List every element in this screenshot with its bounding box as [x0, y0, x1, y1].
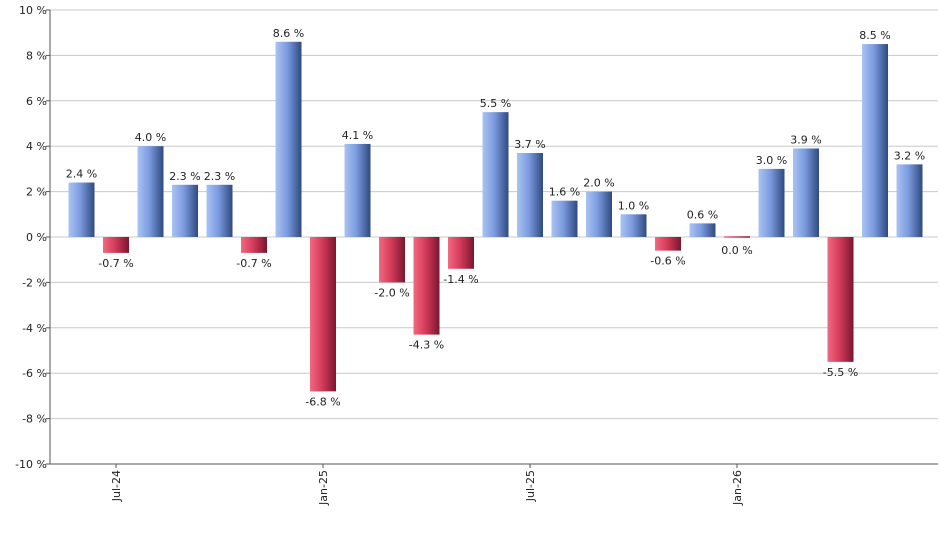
- data-label: -1.4 %: [443, 273, 478, 286]
- data-label: 3.7 %: [514, 138, 545, 151]
- data-label: 3.0 %: [756, 154, 787, 167]
- data-label: 2.4 %: [66, 168, 97, 181]
- bar-may-25: [448, 237, 474, 269]
- data-label: -5.5 %: [823, 366, 858, 379]
- bar-sep-25: [586, 191, 612, 237]
- bar-oct-25: [620, 214, 647, 237]
- data-label: 4.1 %: [342, 129, 373, 142]
- data-label: 1.0 %: [618, 199, 649, 212]
- x-tick-label: Jan-25: [317, 470, 330, 506]
- bar-nov-24: [241, 237, 267, 253]
- data-label: 1.6 %: [549, 186, 580, 199]
- data-label: -0.6 %: [650, 255, 685, 268]
- data-labels: 2.4 % -0.7 % 4.0 % 2.3 % 2.3 % -0.7 % 8.6 % -6.…: [66, 27, 925, 409]
- bar-nov-25: [655, 237, 681, 251]
- data-label: 3.9 %: [790, 133, 821, 146]
- data-label: 5.5 %: [480, 97, 511, 110]
- bar-dec-25: [689, 223, 716, 237]
- bar-may-26: [862, 44, 888, 237]
- bar-dec-24: [275, 41, 302, 237]
- bar-feb-26: [758, 168, 785, 237]
- y-tick-label: 10 %: [19, 4, 47, 17]
- x-tick-label: Jul-25: [524, 470, 537, 502]
- bar-jun-26: [896, 164, 923, 237]
- y-tick-label: 8 %: [26, 49, 47, 62]
- data-label: 4.0 %: [135, 131, 166, 144]
- data-label: 3.2 %: [894, 149, 925, 162]
- bar-jul-25: [517, 153, 543, 237]
- y-tick-label: 6 %: [26, 95, 47, 108]
- y-tick-label: -2 %: [22, 276, 47, 289]
- data-label: 2.3 %: [204, 170, 235, 183]
- data-label: -0.7 %: [236, 257, 271, 270]
- bar-feb-25: [344, 143, 371, 237]
- data-label: 0.0 %: [721, 244, 752, 257]
- data-label: 2.0 %: [583, 177, 614, 190]
- x-tick-label: Jan-26: [731, 470, 744, 506]
- bar-apr-25: [413, 237, 440, 335]
- data-label: 8.5 %: [859, 29, 890, 42]
- bar-apr-26: [827, 237, 854, 362]
- bar-jan-25: [310, 237, 336, 392]
- bar-mar-25: [379, 237, 405, 283]
- y-tick-label: -4 %: [22, 322, 47, 335]
- data-label: 8.6 %: [273, 27, 304, 40]
- bar-sep-24: [172, 184, 198, 237]
- y-tick-label: 2 %: [26, 186, 47, 199]
- bar-jun-24: [68, 182, 95, 237]
- y-tick-label: -6 %: [22, 367, 47, 380]
- data-label: 2.3 %: [169, 170, 200, 183]
- bar-aug-24: [137, 146, 164, 237]
- bar-oct-24: [206, 184, 233, 237]
- bar-jan-26: [724, 236, 750, 238]
- data-label: 0.6 %: [687, 208, 718, 221]
- x-tick-label: Jul-24: [110, 470, 123, 502]
- bars: [68, 41, 923, 392]
- data-label: -0.7 %: [98, 257, 133, 270]
- data-label: -4.3 %: [409, 339, 444, 352]
- bar-jun-25: [482, 112, 509, 237]
- y-tick-label: 0 %: [26, 231, 47, 244]
- y-tick-label: -10 %: [15, 458, 47, 471]
- bar-mar-26: [793, 148, 819, 237]
- bar-jul-24: [103, 237, 129, 253]
- y-tick-label: -8 %: [22, 413, 47, 426]
- y-tick-label: 4 %: [26, 140, 47, 153]
- bar-aug-25: [551, 200, 578, 237]
- data-label: -6.8 %: [305, 395, 340, 408]
- axes: -10 % -8 % -6 % -4 % -2 % 0 % 2 % 4 % 6 % 8 % 10 %…: [15, 4, 938, 506]
- data-label: -2.0 %: [374, 286, 409, 299]
